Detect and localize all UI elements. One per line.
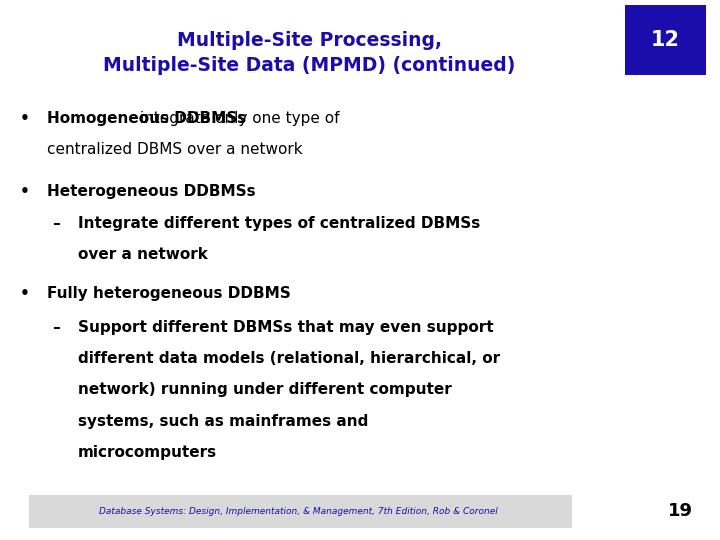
Text: Multiple-Site Processing,: Multiple-Site Processing,: [177, 31, 442, 50]
Text: systems, such as mainframes and: systems, such as mainframes and: [78, 414, 368, 429]
Text: Heterogeneous DDBMSs: Heterogeneous DDBMSs: [47, 184, 256, 199]
Text: different data models (relational, hierarchical, or: different data models (relational, hiera…: [78, 351, 500, 366]
Text: –: –: [52, 216, 60, 231]
Text: network) running under different computer: network) running under different compute…: [78, 382, 451, 397]
Text: •: •: [20, 184, 30, 199]
Text: •: •: [20, 111, 30, 126]
Text: Support different DBMSs that may even support: Support different DBMSs that may even su…: [78, 320, 493, 335]
Text: Multiple-Site Data (MPMD) (continued): Multiple-Site Data (MPMD) (continued): [104, 56, 516, 76]
Text: Homogeneous DDBMSs: Homogeneous DDBMSs: [47, 111, 246, 126]
Text: 19: 19: [668, 502, 693, 521]
Text: Database Systems: Design, Implementation, & Management, 7th Edition, Rob & Coron: Database Systems: Design, Implementation…: [99, 507, 498, 516]
Text: –: –: [52, 320, 60, 335]
Text: Fully heterogeneous DDBMS: Fully heterogeneous DDBMS: [47, 286, 291, 301]
Text: centralized DBMS over a network: centralized DBMS over a network: [47, 142, 302, 157]
FancyBboxPatch shape: [625, 5, 706, 75]
Text: integrate only one type of: integrate only one type of: [135, 111, 339, 126]
FancyBboxPatch shape: [29, 495, 572, 528]
Text: Integrate different types of centralized DBMSs: Integrate different types of centralized…: [78, 216, 480, 231]
Text: microcomputers: microcomputers: [78, 445, 217, 460]
Text: •: •: [20, 286, 30, 301]
Text: over a network: over a network: [78, 247, 207, 262]
Text: 12: 12: [651, 30, 680, 50]
